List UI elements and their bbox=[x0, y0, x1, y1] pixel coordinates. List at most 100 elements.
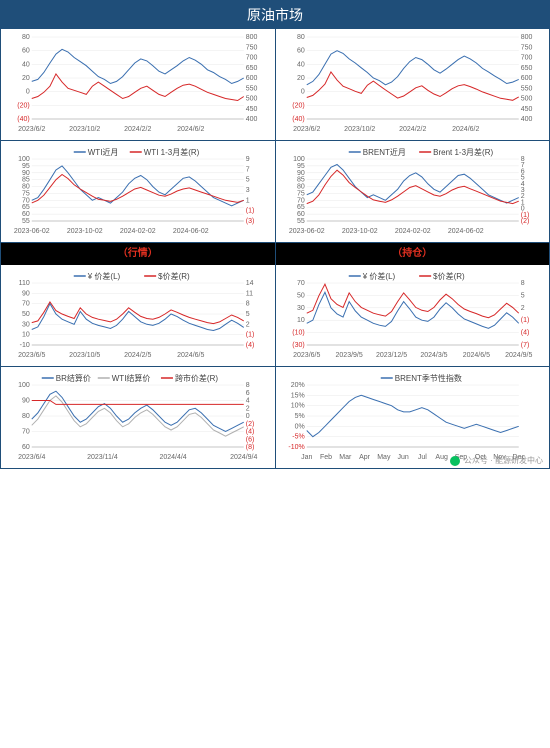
svg-text:2023/9/5: 2023/9/5 bbox=[335, 352, 362, 359]
svg-text:2023/6/4: 2023/6/4 bbox=[18, 454, 45, 461]
svg-text:700: 700 bbox=[520, 55, 532, 62]
svg-text:BRENT近月: BRENT近月 bbox=[362, 147, 405, 157]
svg-text:9: 9 bbox=[246, 156, 250, 163]
svg-text:May: May bbox=[377, 454, 391, 461]
svg-text:¥ 价差(L): ¥ 价差(L) bbox=[87, 271, 121, 281]
svg-text:55: 55 bbox=[296, 218, 304, 225]
svg-text:(1): (1) bbox=[520, 212, 529, 219]
svg-text:Jun: Jun bbox=[397, 454, 408, 461]
svg-text:95: 95 bbox=[22, 163, 30, 170]
svg-text:90: 90 bbox=[22, 290, 30, 297]
svg-text:10: 10 bbox=[296, 317, 304, 324]
svg-text:2023-10-02: 2023-10-02 bbox=[341, 228, 377, 235]
svg-text:70: 70 bbox=[22, 429, 30, 436]
svg-text:(4): (4) bbox=[520, 330, 529, 337]
svg-text:5: 5 bbox=[520, 175, 524, 182]
svg-text:Jan: Jan bbox=[301, 454, 312, 461]
svg-text:65: 65 bbox=[22, 204, 30, 211]
svg-text:100: 100 bbox=[293, 156, 305, 163]
svg-text:11: 11 bbox=[246, 290, 253, 297]
row-3: ¥ 价差(L)$价差(R)-101030507090110(4)(1)25811… bbox=[1, 265, 549, 367]
svg-text:2024-06-02: 2024-06-02 bbox=[173, 228, 209, 235]
svg-text:1: 1 bbox=[246, 197, 250, 204]
svg-text:550: 550 bbox=[246, 85, 258, 92]
watermark: 公众号 · 能源研发中心 bbox=[450, 455, 543, 466]
svg-text:2023/6/5: 2023/6/5 bbox=[18, 352, 45, 359]
svg-text:20: 20 bbox=[296, 75, 304, 82]
row-1: (40)(20)02040608040045050055060065070075… bbox=[1, 29, 549, 141]
svg-text:(30): (30) bbox=[292, 342, 304, 349]
svg-text:85: 85 bbox=[22, 177, 30, 184]
svg-text:2024-06-02: 2024-06-02 bbox=[447, 228, 483, 235]
svg-text:70: 70 bbox=[296, 280, 304, 287]
svg-text:2024/2/2: 2024/2/2 bbox=[399, 126, 426, 133]
svg-text:55: 55 bbox=[22, 218, 30, 225]
svg-text:100: 100 bbox=[18, 156, 30, 163]
svg-text:70: 70 bbox=[22, 197, 30, 204]
svg-text:50: 50 bbox=[296, 292, 304, 299]
svg-text:500: 500 bbox=[246, 96, 258, 103]
svg-text:Aug: Aug bbox=[435, 454, 448, 461]
svg-text:40: 40 bbox=[22, 61, 30, 68]
svg-text:8: 8 bbox=[520, 280, 524, 287]
svg-text:(4): (4) bbox=[246, 429, 255, 436]
svg-text:30: 30 bbox=[22, 321, 30, 328]
svg-text:(2): (2) bbox=[520, 218, 529, 225]
chart-cell-r2c1: WTI近月WTI 1-3月差(R)556065707580859095100(3… bbox=[1, 141, 275, 242]
svg-text:60: 60 bbox=[296, 48, 304, 55]
svg-text:3: 3 bbox=[246, 187, 250, 194]
svg-text:450: 450 bbox=[520, 106, 532, 113]
svg-text:(4): (4) bbox=[246, 342, 255, 349]
svg-text:2024/6/2: 2024/6/2 bbox=[452, 126, 479, 133]
page-title: 原油市场 bbox=[1, 1, 549, 29]
svg-text:(3): (3) bbox=[246, 218, 255, 225]
svg-text:750: 750 bbox=[246, 44, 258, 51]
svg-text:80: 80 bbox=[296, 34, 304, 41]
svg-text:-10: -10 bbox=[20, 342, 30, 349]
svg-text:2023-10-02: 2023-10-02 bbox=[67, 228, 103, 235]
chart-cell-r3c1: ¥ 价差(L)$价差(R)-101030507090110(4)(1)25811… bbox=[1, 265, 275, 366]
svg-text:7: 7 bbox=[246, 166, 250, 173]
svg-text:80: 80 bbox=[22, 34, 30, 41]
svg-text:5%: 5% bbox=[294, 413, 304, 420]
chart-cell-r4c2: BRENT季节性指数-10%-5%0%5%10%15%20%JanFebMarA… bbox=[275, 367, 550, 468]
svg-text:4: 4 bbox=[246, 398, 250, 405]
svg-text:90: 90 bbox=[22, 398, 30, 405]
svg-text:Jul: Jul bbox=[417, 454, 426, 461]
svg-text:5: 5 bbox=[520, 292, 524, 299]
svg-text:2: 2 bbox=[246, 321, 250, 328]
svg-text:700: 700 bbox=[246, 55, 258, 62]
svg-text:10%: 10% bbox=[290, 403, 304, 410]
row-4: BR结算价WTI结算价跨市价差(R)60708090100(8)(6)(4)(2… bbox=[1, 367, 549, 468]
svg-text:6: 6 bbox=[246, 390, 250, 397]
svg-text:5: 5 bbox=[246, 177, 250, 184]
svg-text:2: 2 bbox=[246, 405, 250, 412]
chart-cell-r2c2: BRENT近月Brent 1-3月差(R)5560657075808590951… bbox=[275, 141, 550, 242]
svg-text:65: 65 bbox=[296, 204, 304, 211]
svg-text:650: 650 bbox=[246, 65, 258, 72]
svg-text:75: 75 bbox=[22, 190, 30, 197]
svg-text:2023/6/2: 2023/6/2 bbox=[293, 126, 320, 133]
svg-text:60: 60 bbox=[22, 48, 30, 55]
svg-text:0: 0 bbox=[300, 89, 304, 96]
wechat-icon bbox=[450, 456, 460, 466]
svg-text:0: 0 bbox=[26, 89, 30, 96]
chart-cell-r3c2: ¥ 价差(L)$价差(R)(30)(10)10305070(7)(4)(1)25… bbox=[275, 265, 550, 366]
svg-text:4: 4 bbox=[520, 181, 524, 188]
svg-text:WTI结算价: WTI结算价 bbox=[112, 373, 151, 383]
svg-text:2024/6/5: 2024/6/5 bbox=[177, 352, 204, 359]
svg-text:(40): (40) bbox=[292, 116, 304, 123]
svg-text:40: 40 bbox=[296, 61, 304, 68]
svg-text:BRENT季节性指数: BRENT季节性指数 bbox=[394, 373, 461, 383]
svg-text:2024/3/5: 2024/3/5 bbox=[420, 352, 447, 359]
svg-text:600: 600 bbox=[520, 75, 532, 82]
svg-text:14: 14 bbox=[246, 280, 254, 287]
svg-text:70: 70 bbox=[22, 301, 30, 308]
svg-text:2024-02-02: 2024-02-02 bbox=[120, 228, 156, 235]
svg-text:2023/6/2: 2023/6/2 bbox=[18, 126, 45, 133]
svg-text:2023/6/5: 2023/6/5 bbox=[293, 352, 320, 359]
svg-text:80: 80 bbox=[296, 184, 304, 191]
chart-cell-r4c1: BR结算价WTI结算价跨市价差(R)60708090100(8)(6)(4)(2… bbox=[1, 367, 275, 468]
chart-cell-r1c1: (40)(20)02040608040045050055060065070075… bbox=[1, 29, 275, 140]
svg-text:7: 7 bbox=[520, 162, 524, 169]
